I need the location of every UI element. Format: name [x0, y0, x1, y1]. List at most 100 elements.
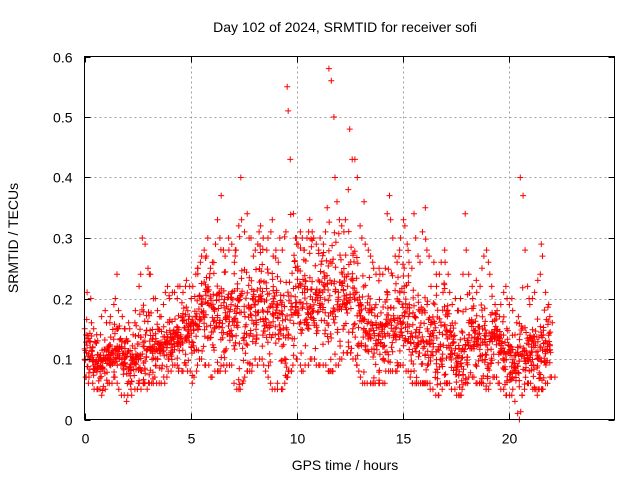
data-point	[182, 311, 189, 318]
data-point	[270, 318, 277, 325]
data-point	[102, 386, 109, 393]
data-point	[171, 346, 178, 353]
data-point	[521, 386, 528, 393]
y-tick-label: 0.1	[53, 352, 73, 368]
data-point	[180, 289, 186, 296]
data-point	[460, 366, 467, 373]
data-point	[241, 334, 248, 341]
data-point	[136, 377, 143, 384]
data-point	[430, 300, 437, 307]
data-point	[327, 356, 334, 363]
data-point	[482, 351, 489, 358]
data-point	[509, 375, 516, 382]
data-point	[504, 336, 511, 343]
data-point	[238, 275, 245, 282]
data-point	[313, 330, 320, 337]
data-point	[243, 341, 250, 347]
data-point	[221, 296, 228, 303]
data-point	[250, 320, 257, 327]
data-point	[422, 236, 429, 243]
data-point	[452, 320, 459, 327]
data-point	[485, 386, 492, 393]
data-point	[409, 349, 416, 355]
data-point	[191, 374, 197, 381]
data-point	[485, 259, 492, 266]
data-point	[258, 292, 265, 299]
data-point	[492, 323, 499, 330]
data-point	[228, 362, 235, 369]
data-point	[321, 296, 328, 303]
data-point	[95, 377, 102, 384]
data-point	[166, 295, 173, 302]
data-point	[424, 301, 431, 308]
data-point	[302, 283, 308, 290]
data-point	[422, 204, 429, 211]
x-tick-label: 15	[396, 431, 412, 447]
data-point	[401, 289, 408, 296]
data-point	[516, 358, 523, 365]
data-point	[258, 268, 265, 275]
data-point	[137, 355, 144, 362]
data-point	[107, 342, 114, 349]
chart-title: Day 102 of 2024, SRMTID for receiver sof…	[213, 19, 477, 35]
data-point	[454, 364, 461, 370]
data-point	[362, 342, 369, 349]
data-point	[394, 368, 400, 375]
data-point	[354, 352, 361, 359]
data-point	[315, 308, 322, 315]
data-point	[457, 336, 464, 343]
data-point	[152, 295, 159, 302]
data-point	[351, 285, 358, 292]
data-point	[419, 337, 426, 344]
data-point	[479, 265, 485, 272]
data-point	[456, 368, 463, 375]
data-point	[309, 228, 316, 235]
data-point	[353, 289, 360, 296]
data-point	[266, 319, 272, 326]
data-point	[380, 343, 387, 350]
data-point	[97, 331, 104, 338]
data-point	[131, 319, 138, 326]
data-point	[346, 126, 353, 133]
data-point	[267, 228, 274, 235]
data-point	[360, 317, 367, 323]
data-point	[495, 380, 502, 387]
data-point	[328, 77, 335, 84]
data-point	[304, 235, 310, 241]
data-point	[508, 392, 515, 399]
data-point	[345, 186, 352, 193]
data-point	[178, 299, 185, 306]
data-point	[527, 352, 534, 359]
data-point	[152, 362, 159, 369]
data-point	[154, 355, 161, 362]
data-point	[322, 228, 329, 235]
data-point	[388, 304, 394, 311]
data-point	[183, 277, 190, 284]
data-point	[111, 321, 118, 328]
data-point	[335, 296, 342, 303]
data-point	[234, 324, 241, 331]
data-point	[250, 293, 257, 300]
data-point	[126, 325, 133, 332]
data-point	[408, 265, 415, 272]
data-point	[359, 272, 366, 279]
data-point	[209, 374, 216, 381]
data-point	[155, 326, 162, 333]
data-point	[480, 380, 487, 387]
data-point	[366, 274, 373, 281]
data-point	[439, 307, 446, 314]
data-point	[303, 300, 310, 307]
data-point	[220, 349, 227, 355]
data-point	[419, 228, 426, 235]
data-point	[424, 362, 431, 369]
data-point	[436, 329, 443, 336]
data-point	[337, 252, 343, 259]
data-point	[469, 295, 476, 302]
data-point	[347, 294, 354, 301]
data-point	[511, 360, 518, 367]
data-point	[232, 253, 239, 259]
data-point	[349, 329, 356, 336]
data-point	[531, 289, 538, 296]
data-point	[249, 338, 256, 345]
data-point	[426, 253, 433, 260]
